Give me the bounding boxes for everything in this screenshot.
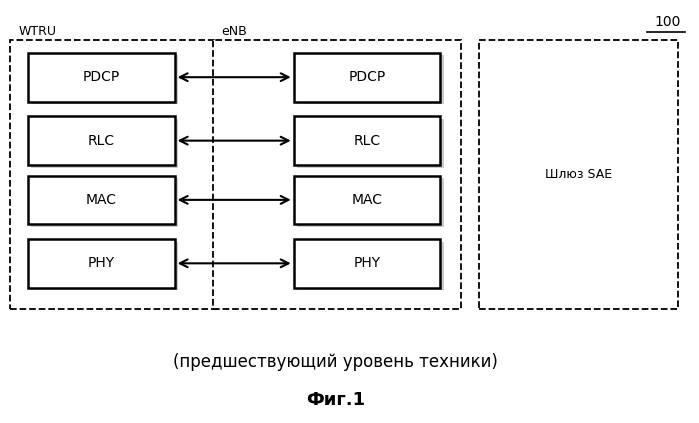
Bar [28, 53, 175, 102]
Bar [31, 55, 178, 104]
Bar [31, 242, 178, 290]
Text: PHY: PHY [354, 256, 380, 270]
Text: WTRU: WTRU [19, 25, 57, 38]
Bar [297, 55, 444, 104]
Bar [297, 119, 444, 168]
Text: eNB: eNB [222, 25, 247, 38]
Bar [294, 176, 440, 224]
Text: MAC: MAC [86, 193, 117, 207]
Bar [297, 178, 444, 227]
Text: PDCP: PDCP [348, 70, 386, 84]
Bar [28, 176, 175, 224]
Bar [28, 116, 175, 165]
Bar [10, 40, 217, 309]
Text: (предшествующий уровень техники): (предшествующий уровень техники) [173, 353, 498, 371]
Bar [294, 239, 440, 288]
Bar [294, 53, 440, 102]
Bar [479, 40, 678, 309]
Text: PDCP: PDCP [82, 70, 120, 84]
Text: MAC: MAC [352, 193, 382, 207]
Text: RLC: RLC [354, 134, 380, 148]
Text: Шлюз SAE: Шлюз SAE [545, 168, 612, 181]
Bar [213, 40, 461, 309]
Bar [28, 239, 175, 288]
Bar [31, 119, 178, 168]
Text: Фиг.1: Фиг.1 [306, 391, 365, 409]
Text: RLC: RLC [88, 134, 115, 148]
Bar [297, 242, 444, 290]
Bar [31, 178, 178, 227]
Bar [294, 116, 440, 165]
Text: 100: 100 [654, 15, 681, 29]
Text: PHY: PHY [88, 256, 115, 270]
